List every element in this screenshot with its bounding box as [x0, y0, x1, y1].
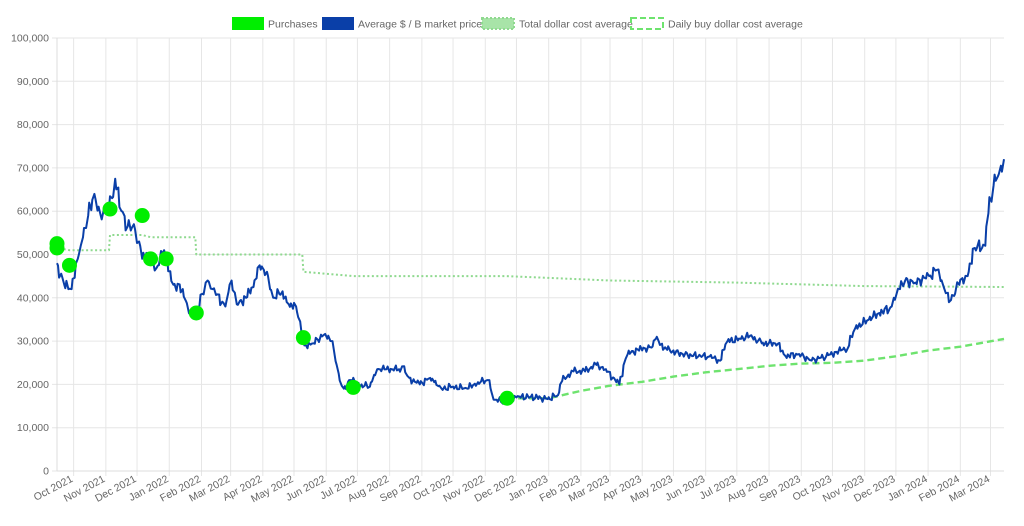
legend-item-total-dca[interactable]: Total dollar cost average [481, 17, 633, 31]
legend-item-daily-dca[interactable]: Daily buy dollar cost average [630, 17, 803, 31]
y-tick-label: 30,000 [17, 336, 49, 348]
legend-label-total-dca: Total dollar cost average [519, 19, 633, 31]
legend-label-daily-dca: Daily buy dollar cost average [668, 19, 803, 31]
purchase-point[interactable] [102, 201, 118, 217]
legend-swatch-total-dca [481, 17, 515, 30]
purchase-markers [49, 201, 515, 406]
purchase-point[interactable] [143, 251, 159, 267]
y-tick-label: 20,000 [17, 379, 49, 391]
purchase-point[interactable] [158, 251, 174, 267]
y-tick-label: 80,000 [17, 119, 49, 131]
y-tick-label: 50,000 [17, 249, 49, 261]
series-line-market-price [56, 159, 1005, 405]
purchase-point[interactable] [49, 240, 65, 256]
legend-item-purchases[interactable]: Purchases [232, 17, 318, 31]
legend-swatch-daily-dca [630, 17, 664, 30]
y-tick-label: 70,000 [17, 162, 49, 174]
purchase-point[interactable] [295, 330, 311, 346]
y-axis: 0 10,000 20,000 30,000 40,000 50,000 60,000 70,… [11, 33, 49, 478]
legend-swatch-market-price [322, 17, 354, 30]
chart-legend: Purchases Average $ / B market price Tot… [232, 17, 803, 31]
purchase-point[interactable] [188, 305, 204, 321]
y-tick-label: 40,000 [17, 292, 49, 304]
series-line-total-dca [56, 234, 1005, 288]
purchase-point[interactable] [345, 379, 361, 395]
legend-item-market-price[interactable]: Average $ / B market price [322, 17, 482, 31]
y-tick-label: 10,000 [17, 422, 49, 434]
y-tick-label: 90,000 [17, 76, 49, 88]
chart-grid [52, 37, 1004, 476]
y-tick-label: 100,000 [11, 33, 49, 45]
y-tick-label: 60,000 [17, 206, 49, 218]
legend-label-purchases: Purchases [268, 19, 318, 31]
y-tick-label: 0 [43, 466, 49, 478]
chart-series [56, 159, 1005, 405]
legend-swatch-purchases [232, 17, 264, 30]
purchase-point[interactable] [134, 208, 150, 224]
purchase-point[interactable] [61, 257, 77, 273]
legend-label-market-price: Average $ / B market price [358, 19, 482, 31]
series-line-daily-dca [507, 337, 1005, 400]
purchase-point[interactable] [499, 390, 515, 406]
